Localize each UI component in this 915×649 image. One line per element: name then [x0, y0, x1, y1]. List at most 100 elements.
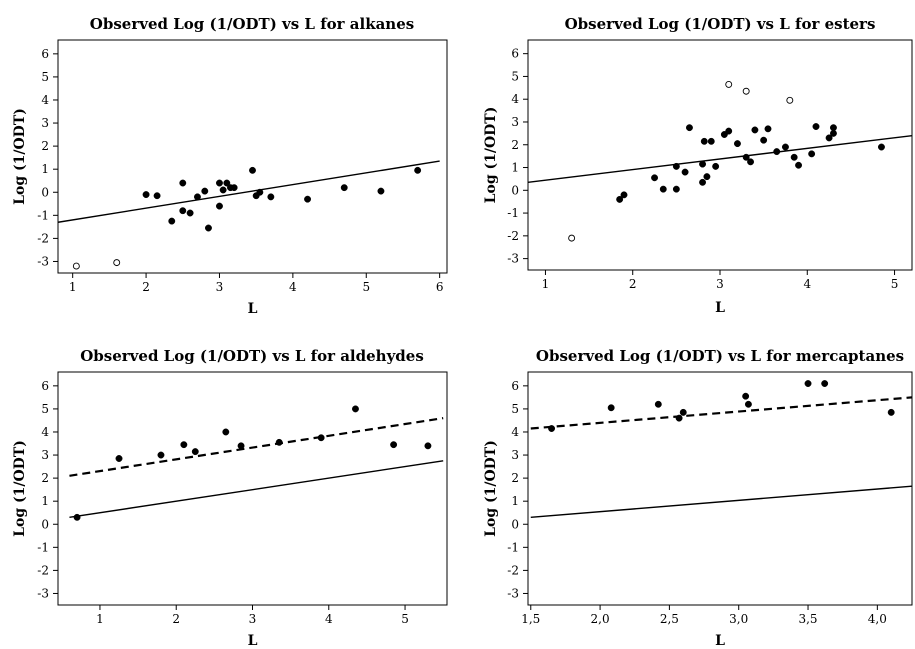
- data-point: [672, 162, 680, 170]
- x-tick-label: 4: [803, 277, 811, 291]
- data-point: [223, 179, 231, 187]
- data-point: [216, 179, 223, 187]
- solid-fit-line: [528, 134, 912, 184]
- outlier-point: [113, 259, 121, 267]
- y-axis-label: Log (1/ODT): [12, 440, 28, 537]
- y-axis-label: Log (1/ODT): [12, 108, 28, 205]
- plot-data: [69, 405, 444, 521]
- data-point: [142, 191, 150, 199]
- y-tick-label: -2: [507, 229, 519, 243]
- y-tick-label: 3: [511, 448, 519, 462]
- y-tick-label: -3: [507, 252, 519, 266]
- alkanes-panel: Observed Log (1/ODT) vs L for alkanes L Lo…: [12, 15, 448, 317]
- y-axis-label: Log (1/ODT): [483, 440, 499, 537]
- y-tick-label: 1: [511, 161, 519, 175]
- x-tick-label: 1,5: [521, 612, 540, 626]
- data-point: [390, 441, 398, 449]
- data-point: [795, 161, 802, 169]
- x-tick-label: 6: [436, 280, 444, 294]
- y-tick-label: 0: [511, 517, 519, 531]
- y-tick-label: 3: [41, 448, 49, 462]
- data-point: [878, 143, 885, 151]
- data-point: [414, 166, 422, 174]
- y-tick-label: 3: [41, 116, 49, 130]
- y-tick-label: 0: [41, 185, 49, 199]
- y-tick-label: -3: [37, 254, 49, 268]
- data-point: [887, 408, 895, 416]
- data-point: [194, 193, 201, 201]
- dashed-fit-line: [69, 417, 444, 477]
- data-point: [672, 185, 680, 193]
- y-tick-label: 0: [41, 517, 49, 531]
- data-point: [115, 455, 123, 462]
- y-tick-label: -1: [507, 540, 519, 554]
- y-tick-label: 5: [41, 402, 49, 416]
- outlier-point: [568, 234, 576, 242]
- data-point: [681, 168, 689, 176]
- data-point: [747, 158, 754, 166]
- esters-panel: Observed Log (1/ODT) vs L for esters L Log…: [483, 15, 913, 316]
- plot-data: [58, 160, 440, 270]
- data-point: [317, 434, 325, 442]
- x-tick-label: 3: [216, 280, 224, 294]
- y-tick-label: -2: [507, 563, 519, 577]
- y-tick-label: 5: [41, 70, 49, 84]
- data-point: [686, 124, 693, 132]
- data-point: [616, 195, 624, 203]
- y-tick-label: 6: [511, 47, 519, 61]
- y-tick-label: -3: [507, 586, 519, 600]
- x-tick-label: 3,5: [798, 612, 817, 626]
- y-tick-label: 2: [41, 471, 49, 485]
- data-point: [782, 143, 789, 151]
- data-point: [267, 193, 275, 201]
- outlier-point: [786, 96, 794, 104]
- x-tick-label: 3: [716, 277, 724, 291]
- data-point: [773, 148, 781, 156]
- data-point: [804, 380, 812, 387]
- chart-title: Observed Log (1/ODT) vs L for mercaptane…: [536, 347, 904, 365]
- y-tick-label: 0: [511, 183, 519, 197]
- x-tick-label: 3,0: [729, 612, 748, 626]
- data-point: [201, 187, 209, 195]
- y-tick-label: 1: [511, 494, 519, 508]
- data-point: [825, 134, 833, 142]
- data-point: [654, 400, 662, 408]
- y-tick-label: 4: [511, 425, 519, 439]
- data-point: [675, 414, 683, 422]
- data-point: [760, 136, 768, 144]
- data-point: [377, 187, 385, 195]
- data-point: [157, 451, 165, 459]
- y-tick-label: -2: [37, 563, 49, 577]
- data-point: [179, 207, 187, 215]
- data-point: [249, 166, 256, 174]
- data-point: [751, 126, 759, 134]
- data-point: [219, 186, 227, 194]
- y-tick-label: 1: [41, 162, 49, 176]
- y-tick-label: 5: [511, 69, 519, 83]
- data-point: [764, 125, 772, 133]
- x-tick-label: 5: [401, 612, 409, 626]
- x-axis-label: L: [248, 301, 258, 317]
- data-point: [73, 513, 81, 521]
- data-point: [699, 178, 706, 186]
- chart-title: Observed Log (1/ODT) vs L for esters: [565, 15, 876, 33]
- data-point: [830, 129, 837, 137]
- data-point: [168, 217, 176, 225]
- data-point: [790, 153, 798, 161]
- data-point: [700, 137, 708, 145]
- data-point: [725, 127, 733, 135]
- data-point: [230, 184, 238, 192]
- data-point: [191, 448, 199, 456]
- data-point: [812, 123, 820, 130]
- data-point: [607, 404, 615, 412]
- data-point: [659, 185, 667, 193]
- y-tick-label: 4: [41, 93, 49, 107]
- data-point: [821, 380, 829, 387]
- x-tick-label: 5: [891, 277, 899, 291]
- y-tick-label: -1: [507, 206, 519, 220]
- data-point: [179, 179, 187, 187]
- y-tick-label: -1: [37, 540, 49, 554]
- data-point: [679, 408, 687, 416]
- x-tick-label: 2: [629, 277, 637, 291]
- plot-frame: [527, 39, 913, 271]
